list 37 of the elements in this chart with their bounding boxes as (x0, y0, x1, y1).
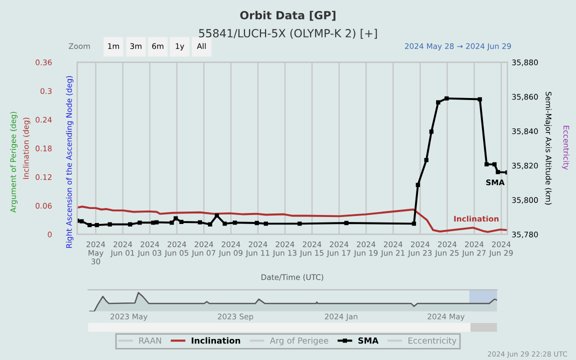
point (94, 222, 99, 228)
point (429, 130, 434, 134)
point (214, 214, 219, 218)
point (344, 220, 348, 226)
point (496, 170, 500, 174)
chart-title: Orbit Data [GP] (240, 10, 336, 21)
legend-label: RAAN (139, 337, 162, 344)
point (174, 216, 178, 220)
point (80, 219, 84, 224)
point (484, 162, 489, 166)
point (232, 220, 237, 225)
point (492, 162, 497, 166)
point (138, 220, 142, 225)
point (208, 222, 212, 226)
point (154, 220, 159, 224)
point (264, 222, 268, 226)
legend-label: SMA (358, 337, 379, 344)
point (478, 97, 482, 102)
point (179, 220, 184, 224)
point (298, 222, 302, 226)
point (412, 222, 416, 226)
point (170, 220, 174, 225)
point (198, 220, 202, 224)
chart-subtitle: 55841/LUCH-5X (OLYMP-K 2) [+] (199, 28, 377, 39)
point (254, 220, 259, 226)
legend-label: Eccentricity (408, 337, 456, 346)
legend-label: Arg of Perigee (270, 337, 328, 346)
point (108, 222, 112, 226)
legend-label: Inclination (192, 337, 240, 344)
point (87, 222, 92, 228)
point (444, 96, 449, 100)
point (151, 220, 156, 225)
point (436, 100, 440, 104)
point (424, 158, 428, 162)
point (128, 222, 132, 226)
point (222, 222, 227, 226)
point (416, 182, 420, 188)
